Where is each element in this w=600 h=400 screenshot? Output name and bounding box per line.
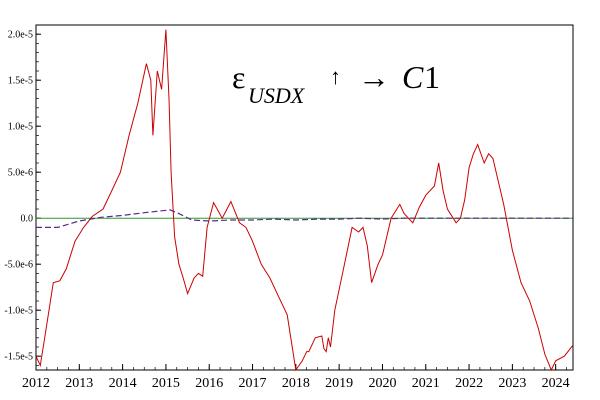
x-tick-label: 2019 [325, 376, 353, 391]
plot-frame [35, 24, 574, 371]
annotation-arrow-right: → [358, 59, 390, 95]
x-tick-label: 2021 [412, 376, 440, 391]
plot-area: -1.5e-5 -1.0e-5 -5.0e-6 0.0 5.0e-6 1.0e-5 1.5e… [4, 24, 574, 391]
x-tick-label: 2022 [455, 376, 483, 391]
chart-annotation: ε USDX ↑ → C 1 [232, 59, 440, 108]
annotation-target-index: 1 [424, 59, 440, 95]
y-tick-label: -1.0e-5 [4, 306, 33, 317]
y-tick-label: 1.0e-5 [8, 122, 33, 133]
y-tick-label: -5.0e-6 [4, 260, 33, 271]
annotation-epsilon: ε [232, 59, 245, 95]
y-tick-label: 0.0 [21, 214, 34, 225]
x-tick-label: 2012 [22, 376, 50, 391]
x-tick-label: 2023 [498, 376, 526, 391]
y-tick-label: 1.5e-5 [8, 76, 33, 87]
annotation-arrow-up: ↑ [330, 64, 341, 89]
y-tick-label: 5.0e-6 [8, 168, 33, 179]
annotation-subscript: USDX [248, 83, 306, 108]
y-tick-label: -1.5e-5 [4, 352, 33, 363]
x-tick-label: 2013 [65, 376, 93, 391]
x-tick-label: 2016 [195, 376, 223, 391]
y-tick-label: 2.0e-5 [8, 30, 33, 41]
series-line-purple [36, 209, 573, 228]
x-tick-label: 2020 [368, 376, 396, 391]
x-tick-label: 2024 [542, 376, 570, 391]
series-line-red [35, 29, 574, 372]
x-tick-label: 2018 [282, 376, 310, 391]
x-tick-label: 2015 [152, 376, 180, 391]
x-tick-label: 2017 [239, 376, 267, 391]
annotation-target: C [402, 59, 424, 95]
x-tick-label: 2014 [109, 376, 137, 391]
